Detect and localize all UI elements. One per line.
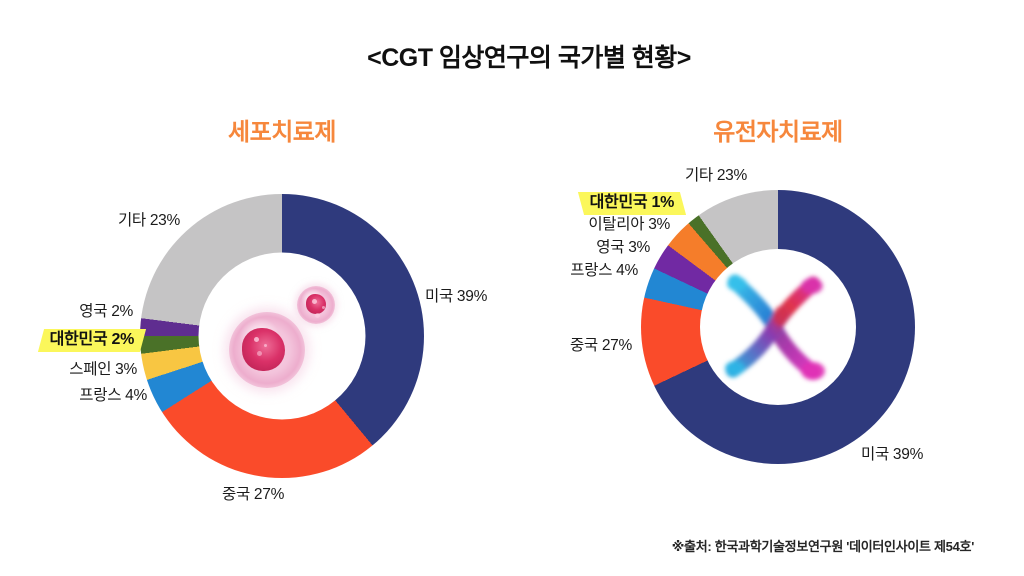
cell-nucleus: [306, 294, 326, 315]
cell-nucleus: [241, 327, 286, 372]
cell-illustration: [229, 312, 305, 388]
x-chromosome-icon: [725, 274, 825, 380]
pie-label-others: 기타 23%: [117, 212, 180, 229]
pie-label-others: 기타 23%: [684, 167, 747, 184]
chart-title-gene-therapy: 유전자치료제: [713, 119, 843, 146]
pie-label-uk: 영국 2%: [79, 303, 133, 320]
source-note: ※출처: 한국과학기술정보연구원 '데이터인사이트 제54호': [671, 539, 975, 554]
pie-label-spain: 스페인 3%: [69, 361, 137, 378]
donut-chart-cell-therapy: [140, 194, 424, 478]
pie-label-france: 프랑스 4%: [79, 387, 147, 404]
pie-label-italy: 이탈리아 3%: [588, 216, 670, 233]
pie-label-korea: 대한민국 1%: [581, 192, 683, 215]
pie-label-china: 중국 27%: [569, 337, 632, 354]
pie-label-korea: 대한민국 2%: [41, 329, 143, 352]
pie-label-france: 프랑스 4%: [570, 262, 638, 279]
korea-highlight: 대한민국 1%: [581, 192, 683, 215]
pie-label-usa: 미국 39%: [425, 288, 488, 305]
donut-chart-gene-therapy: [641, 190, 915, 464]
pie-label-china: 중국 27%: [222, 486, 285, 503]
korea-highlight: 대한민국 2%: [41, 329, 143, 352]
cell-illustration-small: [297, 286, 335, 324]
pie-label-usa: 미국 39%: [861, 446, 924, 463]
pie-label-uk: 영국 3%: [596, 239, 650, 256]
chart-title-cell-therapy: 세포치료제: [228, 119, 336, 146]
page-title: <CGT 임상연구의 국가별 현황>: [367, 44, 691, 72]
